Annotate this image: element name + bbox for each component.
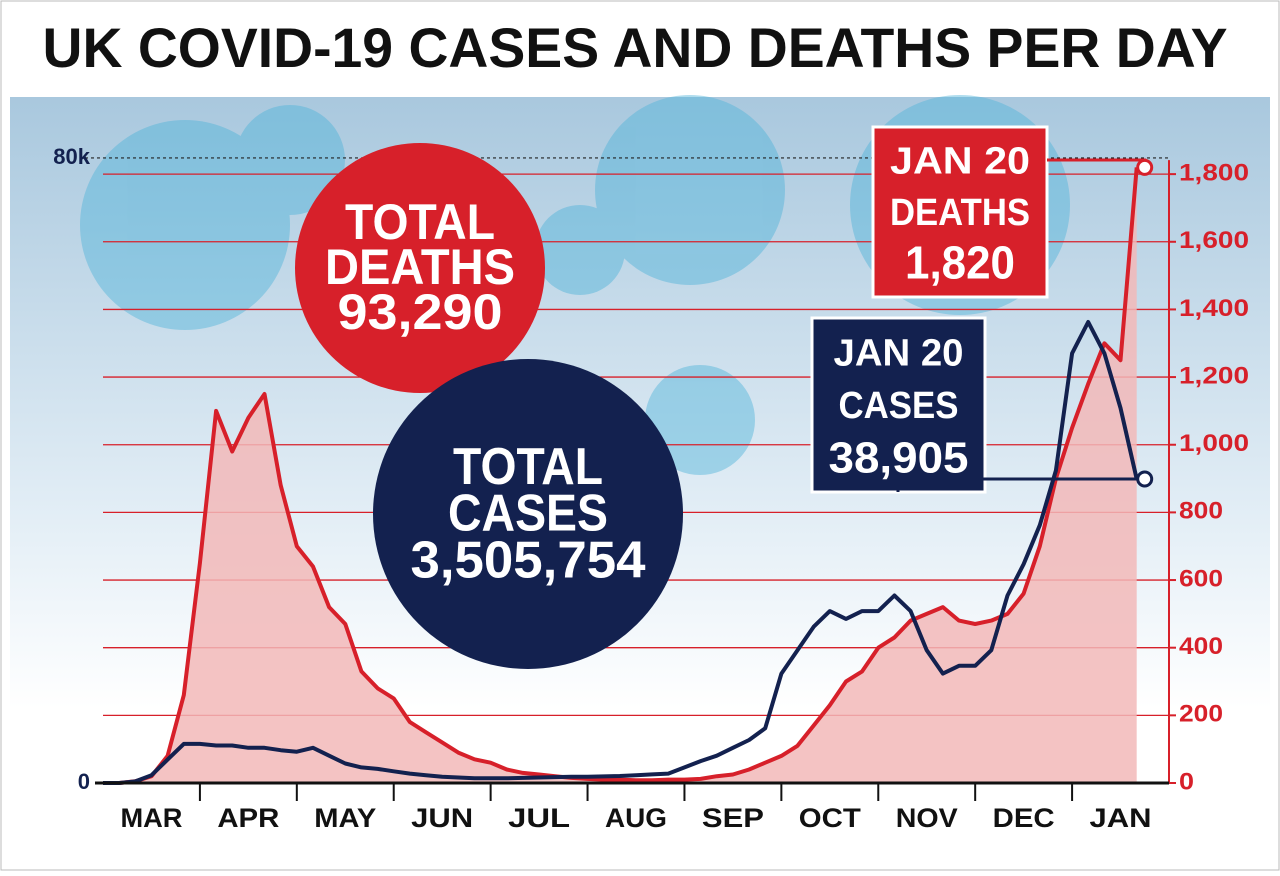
marks: MAR APR MAY JUN JUL AUG SEP OCT NOV DEC JAN: [95, 167, 1169, 833]
y2-tick-label: 400: [1179, 633, 1223, 660]
y2-tick-label: 1,200: [1179, 362, 1249, 389]
annotation-text: DEATHS: [890, 192, 1030, 234]
annotation-text: CASES: [448, 485, 608, 543]
annotation-box: [810, 316, 987, 494]
connector: [896, 477, 1145, 492]
x-tick-label: JUL: [508, 803, 570, 833]
y2-tick-label: 1,600: [1179, 227, 1249, 254]
y2-tick-label: 600: [1179, 565, 1223, 592]
line: [103, 320, 1139, 785]
annotation-text: CASES: [839, 385, 959, 427]
x-tick-label: MAY: [314, 803, 376, 833]
area: [103, 167, 1137, 783]
annotation-text: 3,505,754: [411, 532, 646, 590]
x-tick-label: JUN: [411, 803, 473, 833]
y2-tick-label: 1,800: [1179, 159, 1249, 186]
x-tick-label: SEP: [702, 803, 764, 833]
annotations: TOTALDEATHS93,290TOTALCASES3,505,754JAN …: [295, 125, 1154, 669]
y2-tick-label: 1,400: [1179, 295, 1249, 322]
y2-tick-label: 800: [1179, 498, 1223, 525]
chart-title: UK COVID-19 CASES AND DEATHS PER DAY: [43, 16, 1228, 79]
annotation-text: 1,820: [905, 237, 1015, 289]
annotation-text: TOTAL: [345, 194, 495, 250]
annotation-text: DEATHS: [325, 239, 515, 295]
line: [103, 167, 1139, 785]
y2-tick-label: 200: [1179, 701, 1223, 728]
x-tick-label: OCT: [799, 803, 862, 833]
x-tick-label: MAR: [120, 803, 182, 833]
y-tick-label: 0: [78, 769, 90, 794]
annotation-bubble: [295, 143, 545, 393]
y-tick-label: 80k: [53, 144, 90, 169]
y2-tick-label: 0: [1179, 768, 1194, 795]
x-tick-label: JAN: [1090, 803, 1152, 833]
end-marker: [1136, 470, 1154, 488]
annotation-bubble: [373, 359, 683, 669]
annotation-text: 38,905: [829, 433, 969, 482]
annotation-box: [871, 125, 1049, 299]
x-tick-label: NOV: [896, 803, 958, 833]
annotation-text: TOTAL: [453, 438, 603, 496]
y2-tick-label: 1,000: [1179, 430, 1249, 457]
end-marker: [1136, 158, 1154, 176]
x-tick-label: AUG: [605, 803, 667, 833]
x-tick-label: DEC: [993, 803, 1055, 833]
annotation-text: 93,290: [338, 284, 503, 340]
annotation-text: JAN 20: [890, 141, 1030, 183]
x-tick-label: APR: [217, 803, 279, 833]
annotation-text: JAN 20: [834, 332, 964, 374]
